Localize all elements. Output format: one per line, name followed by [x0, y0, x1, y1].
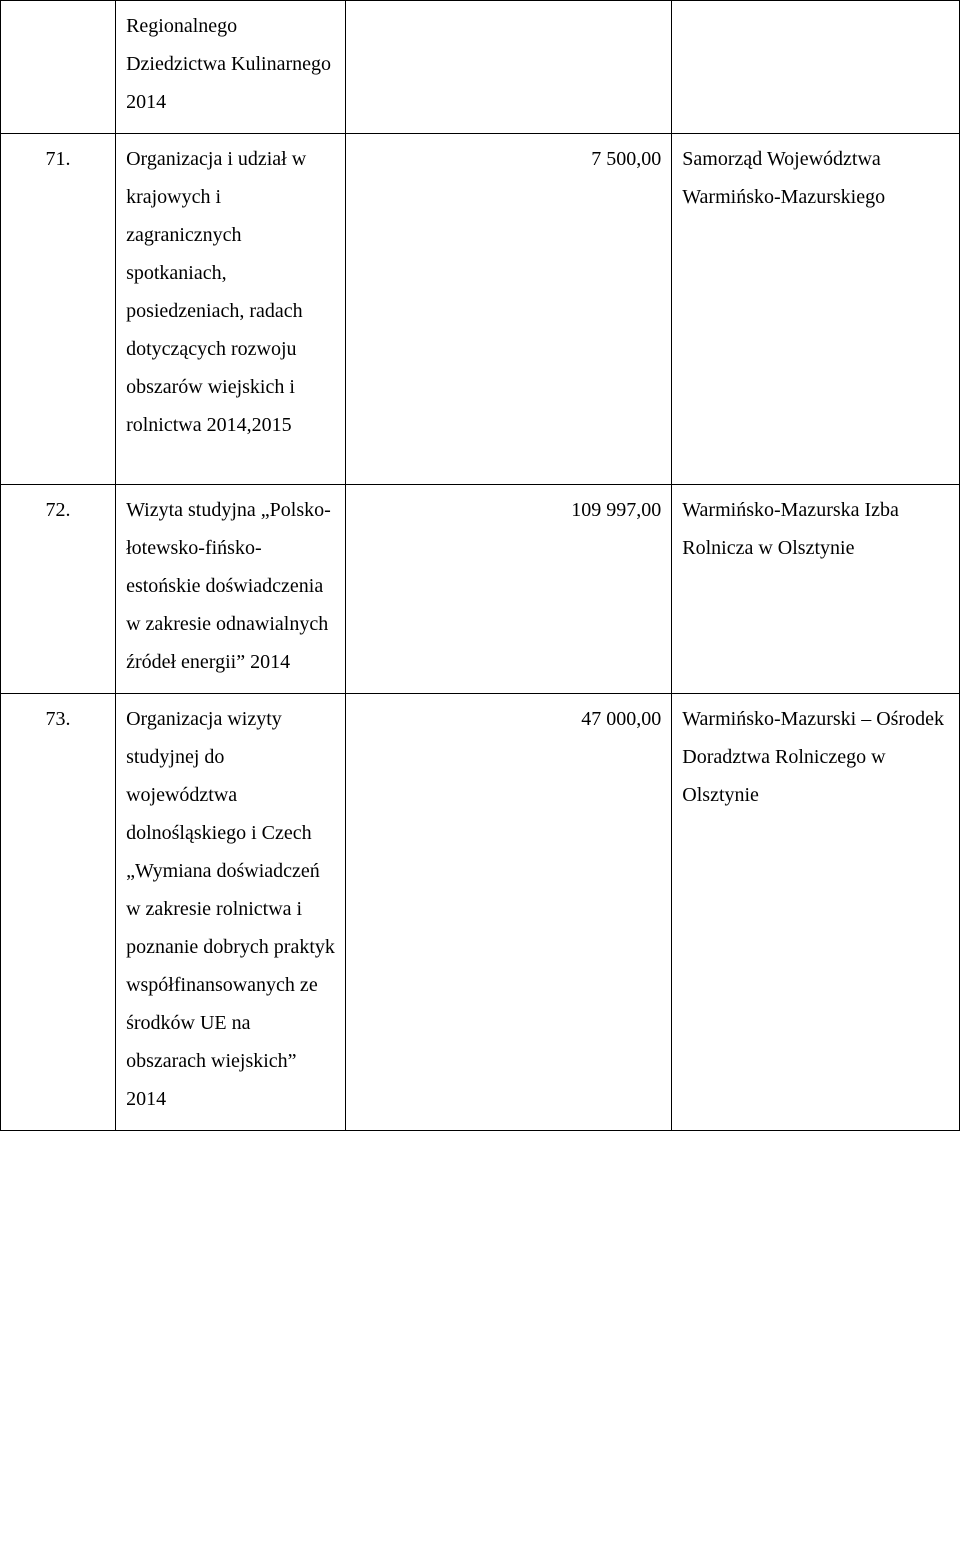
cell-organization: Warmińsko-Mazurska Izba Rolnicza w Olszt… — [672, 485, 960, 694]
cell-amount: 47 000,00 — [346, 694, 672, 1131]
cell-organization — [672, 1, 960, 134]
cell-number: 72. — [1, 485, 116, 694]
cell-description: Wizyta studyjna „Polsko-łotewsko-fińsko-… — [116, 485, 346, 694]
table-row: 71. Organizacja i udział w krajowych i z… — [1, 134, 960, 485]
cell-organization: Warmińsko-Mazurski – Ośrodek Doradztwa R… — [672, 694, 960, 1131]
cell-description: Organizacja wizyty studyjnej do wojewódz… — [116, 694, 346, 1131]
table-row: Regionalnego Dziedzictwa Kulinarnego 201… — [1, 1, 960, 134]
cell-number — [1, 1, 116, 134]
cell-description: Regionalnego Dziedzictwa Kulinarnego 201… — [116, 1, 346, 134]
cell-amount: 7 500,00 — [346, 134, 672, 485]
data-table: Regionalnego Dziedzictwa Kulinarnego 201… — [0, 0, 960, 1131]
cell-description: Organizacja i udział w krajowych i zagra… — [116, 134, 346, 485]
cell-amount — [346, 1, 672, 134]
table-row: 72. Wizyta studyjna „Polsko-łotewsko-fiń… — [1, 485, 960, 694]
cell-organization: Samorząd Województwa Warmińsko-Mazurskie… — [672, 134, 960, 485]
cell-number: 73. — [1, 694, 116, 1131]
cell-number: 71. — [1, 134, 116, 485]
cell-amount: 109 997,00 — [346, 485, 672, 694]
table-row: 73. Organizacja wizyty studyjnej do woje… — [1, 694, 960, 1131]
